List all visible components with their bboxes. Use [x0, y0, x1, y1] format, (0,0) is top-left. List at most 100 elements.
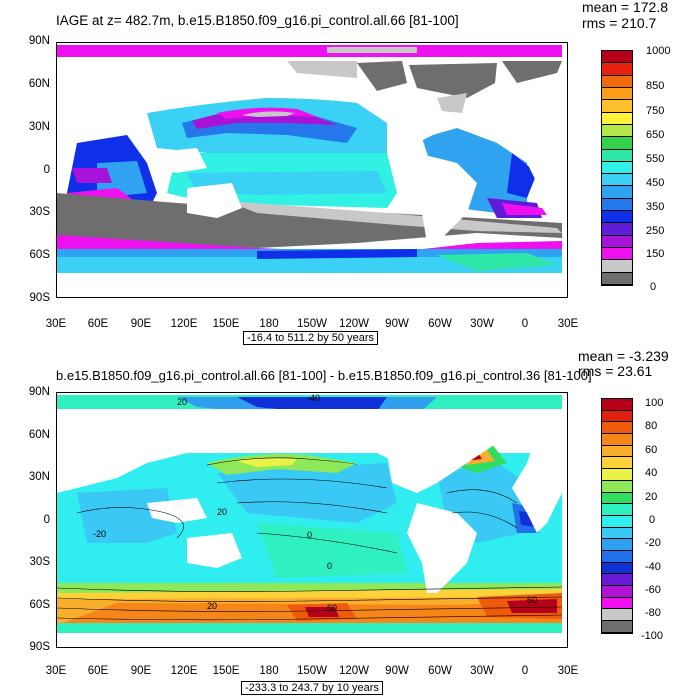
panel2-colorbar-swatch — [602, 574, 632, 586]
panel2-colorbar-swatch — [602, 434, 632, 446]
contour-label-9: 20 — [177, 397, 187, 407]
panel1-lon-180: 180 — [259, 318, 279, 330]
panel2-lon-30w: 30W — [470, 665, 494, 677]
contour-label-4: 0 — [327, 561, 332, 571]
panel2-cbar-label-100: 100 — [645, 397, 664, 409]
panel2-colorbar-swatch — [602, 399, 632, 411]
panel1-lat-60n: 60N — [28, 78, 50, 90]
panel1-colorbar-swatch — [602, 124, 632, 138]
contour-label-5: 20 — [207, 601, 217, 611]
panel2-colorbar — [601, 398, 633, 634]
panel2-cbar-label-m40: -40 — [645, 561, 661, 573]
contour-label-3: 0 — [307, 530, 312, 540]
panel2-rms: rms = 23.61 — [578, 363, 653, 379]
panel1-colorbar-swatch — [602, 260, 632, 273]
panel1-lon-0: 0 — [521, 318, 529, 330]
panel1-lat-0: 0 — [43, 164, 50, 176]
panel1-colorbar-swatch — [602, 223, 632, 236]
panel1-mean: mean = 172.8 — [582, 0, 669, 15]
panel2-colorbar-swatch — [602, 597, 632, 610]
panel2-colorbar-swatch — [602, 445, 632, 458]
panel1-lat-90s: 90S — [29, 292, 50, 304]
panel1-title: IAGE at z= 482.7m, b.e15.B1850.f09_g16.p… — [56, 13, 459, 28]
panel2-colorbar-swatch — [602, 515, 632, 528]
panel2-mean: mean = -3.239 — [578, 348, 669, 364]
panel2-lat-90s: 90S — [29, 641, 50, 653]
panel1-lon-150e: 150E — [212, 318, 240, 330]
panel2-lat-30s: 30S — [29, 556, 50, 568]
panel2-colorbar-swatch — [602, 621, 632, 633]
panel1-map-svg — [57, 43, 567, 297]
panel2-cbar-label-m100: -100 — [641, 630, 664, 642]
panel1-colorbar-swatch — [602, 137, 632, 150]
panel2-cbar-label-m60: -60 — [645, 584, 661, 596]
panel2-colorbar-swatch — [602, 457, 632, 470]
panel2-lon-120e: 120E — [170, 665, 198, 677]
panel2-colorbar-swatch — [602, 422, 632, 435]
panel2-colorbar-swatch — [602, 586, 632, 598]
panel2-lon-60w: 60W — [428, 665, 452, 677]
panel1-cbar-label-250: 250 — [646, 225, 665, 237]
panel1-map — [56, 42, 568, 298]
panel1-colorbar-swatch — [602, 174, 632, 187]
panel2-lon-150w: 150W — [296, 665, 328, 677]
panel1-cbar-label-150: 150 — [646, 248, 665, 260]
panel2-lon-150e: 150E — [212, 665, 240, 677]
panel2-colorbar-swatch — [602, 480, 632, 493]
panel1-lon-60e: 60E — [87, 318, 109, 330]
panel2-lon-120w: 120W — [338, 665, 370, 677]
panel1-cbar-label-850: 850 — [646, 80, 665, 92]
panel1-cbar-label-1000: 1000 — [646, 45, 671, 57]
panel1-colorbar-swatch — [602, 87, 632, 101]
panel2-lat-30n: 30N — [28, 471, 50, 483]
panel2-cbar-label-40: 40 — [645, 467, 658, 479]
panel1-lon-120w: 120W — [338, 318, 370, 330]
panel2-colorbar-swatch — [602, 492, 632, 505]
panel2-map-svg: -20 20 0 0 20 60 60 -40 20 — [57, 393, 567, 647]
panel2-lon-90w: 90W — [385, 665, 409, 677]
panel1-cbar-label-350: 350 — [646, 201, 665, 213]
panel1-lon-30e-end: 30E — [557, 318, 579, 330]
panel2-colorbar-swatch — [602, 562, 632, 575]
panel1-colorbar-swatch — [602, 149, 632, 162]
panel1-colorbar-swatch — [602, 51, 632, 64]
panel1-cbar-label-450: 450 — [646, 177, 665, 189]
panel1-lon-30w: 30W — [470, 318, 494, 330]
panel1-lat-30s: 30S — [29, 206, 50, 218]
panel1-colorbar-swatch — [602, 161, 632, 175]
panel1-rms: rms = 210.7 — [582, 15, 657, 31]
panel2-colorbar-swatch — [602, 410, 632, 423]
panel2-lon-60e: 60E — [87, 665, 109, 677]
panel1-lon-30e: 30E — [45, 318, 67, 330]
panel2-lon-30e: 30E — [45, 665, 67, 677]
panel2-cbar-label-m80: -80 — [645, 607, 661, 619]
panel1-colorbar-swatch — [602, 75, 632, 88]
panel2-lat-60s: 60S — [29, 599, 50, 611]
panel1-colorbar-swatch — [602, 235, 632, 248]
panel2-colorbar-swatch — [602, 539, 632, 551]
panel2-lon-180: 180 — [259, 665, 279, 677]
panel1-colorbar — [601, 50, 633, 286]
panel1-lat-90n: 90N — [28, 35, 50, 47]
panel2-lat-60n: 60N — [28, 429, 50, 441]
contour-label-7: 60 — [527, 595, 537, 605]
panel1-colorbar-swatch — [602, 63, 632, 76]
panel1-cbar-label-650: 650 — [646, 129, 665, 141]
arctic-band — [57, 45, 562, 57]
panel1-colorbar-swatch — [602, 198, 632, 212]
panel2-title: b.e15.B1850.f09_g16.pi_control.all.66 [8… — [56, 368, 592, 383]
panel1-colorbar-swatch — [602, 272, 632, 285]
panel2-lon-90e: 90E — [130, 665, 152, 677]
panel1-colorbar-swatch — [602, 186, 632, 199]
panel1-colorbar-swatch — [602, 100, 632, 113]
contour-label-8: -40 — [307, 393, 320, 403]
panel1-lon-90w: 90W — [385, 318, 409, 330]
panel2-lon-30e-end: 30E — [557, 665, 579, 677]
contour-label-2: 20 — [217, 507, 227, 517]
contour-label-1: -20 — [93, 529, 106, 539]
panel2-cbar-label-60: 60 — [645, 444, 658, 456]
panel1-cbar-label-550: 550 — [646, 153, 665, 165]
panel1-cbar-label-750: 750 — [646, 105, 665, 117]
panel2-colorbar-swatch — [602, 469, 632, 481]
panel2-colorbar-swatch — [602, 550, 632, 563]
